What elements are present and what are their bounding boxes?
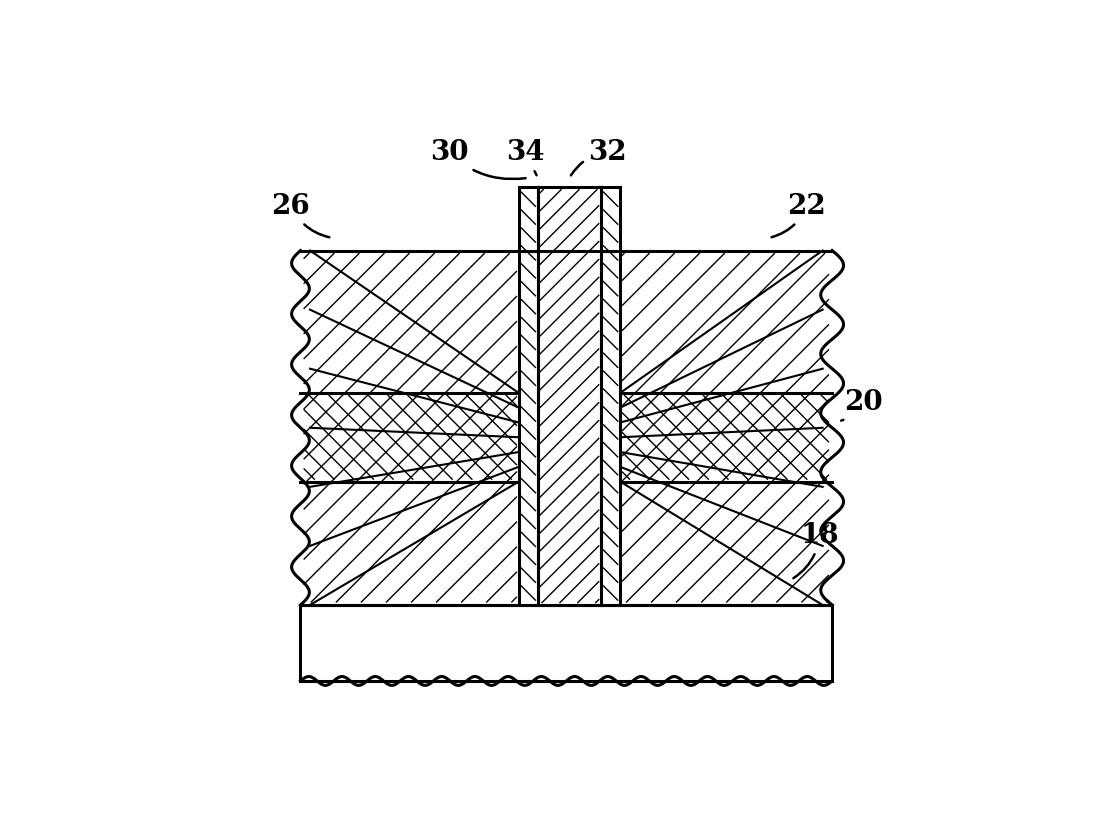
Text: 30: 30 bbox=[430, 139, 526, 179]
Bar bbox=[620, 393, 832, 482]
Bar bbox=[301, 393, 519, 482]
Bar bbox=[519, 251, 620, 393]
Text: 18: 18 bbox=[793, 522, 839, 578]
Text: 34: 34 bbox=[506, 139, 545, 175]
Bar bbox=[620, 251, 832, 605]
Text: 26: 26 bbox=[272, 192, 329, 238]
Text: 32: 32 bbox=[571, 139, 627, 175]
Text: 20: 20 bbox=[841, 389, 883, 421]
Bar bbox=[538, 187, 601, 605]
Bar bbox=[519, 482, 620, 605]
Bar bbox=[601, 187, 620, 605]
Bar bbox=[301, 605, 832, 681]
Bar bbox=[519, 187, 538, 605]
Bar bbox=[301, 251, 519, 605]
Text: 22: 22 bbox=[771, 192, 827, 238]
